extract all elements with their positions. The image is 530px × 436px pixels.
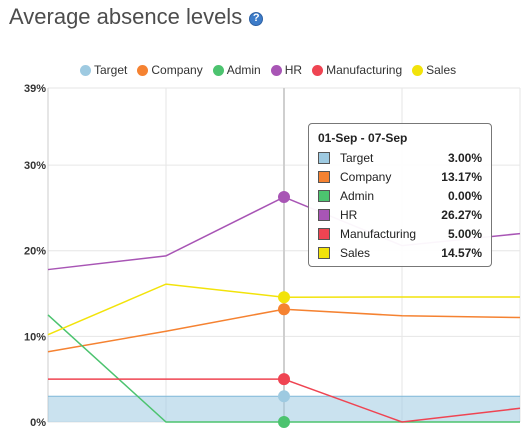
legend-item-target[interactable]: Target [80, 63, 127, 77]
y-tick-label: 39% [24, 83, 46, 95]
legend-swatch [312, 64, 324, 76]
y-tick-label: 10% [24, 331, 46, 343]
tooltip-swatch [318, 189, 330, 202]
legend-label: Manufacturing [326, 63, 403, 77]
legend-swatch [270, 64, 282, 76]
tooltip-series-value: 3.00% [447, 150, 482, 165]
tooltip-swatch [318, 227, 330, 240]
tooltip-swatch [318, 170, 330, 183]
legend-swatch [137, 64, 149, 76]
data-point-hr[interactable] [278, 191, 290, 204]
y-tick-label: 30% [24, 160, 46, 172]
tooltip-series-value: 0.00% [447, 188, 482, 203]
tooltip-swatch [318, 208, 330, 221]
legend-swatch [80, 64, 91, 76]
tooltip-series-value: 13.17% [441, 169, 482, 184]
tooltip-series-name: Target [340, 150, 374, 165]
data-point-admin[interactable] [278, 416, 290, 428]
legend-item-company[interactable]: Company [137, 63, 203, 77]
data-point-manufacturing[interactable] [278, 373, 290, 386]
data-point-sales[interactable] [278, 291, 290, 304]
data-point-target[interactable] [278, 390, 290, 403]
tooltip-row: Target 3.00% [318, 148, 482, 167]
tooltip-series-value: 26.27% [441, 207, 482, 222]
series-area-target [48, 396, 520, 422]
legend-label: Company [151, 63, 203, 77]
legend-label: Target [94, 63, 128, 77]
help-icon[interactable]: ? [249, 11, 264, 26]
y-tick-label: 20% [24, 246, 46, 258]
tooltip-row: Manufacturing 5.00% [318, 224, 482, 243]
tooltip-row: Admin 0.00% [318, 186, 482, 205]
legend-item-manufacturing[interactable]: Manufacturing [312, 63, 402, 77]
legend-swatch [212, 64, 224, 76]
tooltip-series-value: 5.00% [447, 226, 482, 241]
legend-item-admin[interactable]: Admin [212, 63, 261, 77]
tooltip-row: Sales 14.57% [318, 243, 482, 262]
tooltip-row: HR 26.27% [318, 205, 482, 224]
data-point-company[interactable] [278, 303, 290, 316]
tooltip-swatch [318, 151, 330, 164]
page-title: Average absence levels [9, 4, 243, 29]
tooltip-series-name: HR [340, 207, 358, 222]
tooltip-rows: Target 3.00% Company 13.17% Admin 0.00% HR 26.2… [318, 148, 482, 262]
tooltip-title: 01-Sep - 07-Sep [318, 131, 408, 145]
tooltip-row: Company 13.17% [318, 167, 482, 186]
legend-swatch [412, 64, 424, 76]
title-row: Average absence levels ? [9, 4, 264, 30]
tooltip-series-name: Company [340, 169, 392, 184]
legend-item-sales[interactable]: Sales [412, 63, 456, 77]
legend-label: HR [284, 63, 303, 77]
legend-label: Sales [426, 63, 457, 77]
tooltip-series-name: Manufacturing [340, 226, 417, 241]
tooltip-series-name: Sales [340, 245, 371, 260]
chart-legend: Target Company Admin HR Manufacturing Sales [80, 63, 466, 77]
y-tick-label: 0% [30, 417, 46, 429]
tooltip-series-value: 14.57% [441, 245, 482, 260]
legend-label: Admin [226, 63, 261, 77]
tooltip-swatch [318, 246, 330, 259]
legend-item-hr[interactable]: HR [270, 63, 303, 77]
tooltip-series-name: Admin [340, 188, 375, 203]
chart-tooltip: 01-Sep - 07-Sep Target 3.00% Company 13.17%… [308, 123, 492, 267]
